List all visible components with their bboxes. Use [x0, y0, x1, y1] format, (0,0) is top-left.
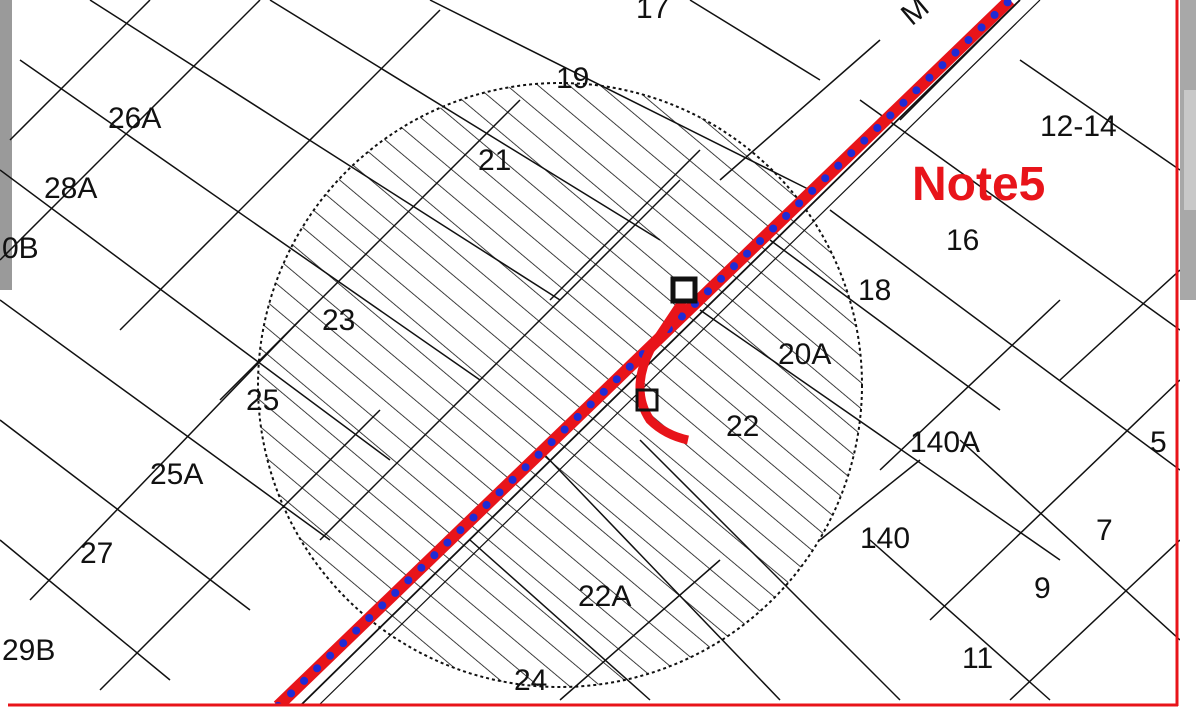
- parcel-label: 22A: [578, 580, 631, 613]
- map-frame: [8, 0, 1179, 707]
- parcel-label: 19: [556, 62, 589, 95]
- parcel-label: 9: [1034, 572, 1051, 605]
- parcel-label: 5: [1150, 426, 1167, 459]
- parcel-boundaries: [0, 0, 1180, 706]
- parcel-label: 7: [1096, 514, 1113, 547]
- highlighted-route: [273, 0, 1015, 706]
- parcel-label: 22: [726, 410, 759, 443]
- parcel-label: 0B: [2, 232, 39, 265]
- parcel-label: 23: [322, 304, 355, 337]
- parcel-label: 29B: [2, 634, 55, 667]
- parcel-label: 20A: [778, 338, 831, 371]
- parcel-label: 16: [946, 224, 979, 257]
- parcel-label: 140A: [910, 426, 980, 459]
- parcel-label: 25: [246, 384, 279, 417]
- parcel-label: 12-14: [1040, 110, 1117, 143]
- marker-square[interactable]: [635, 388, 659, 412]
- parcel-label: 21: [478, 144, 511, 177]
- parcel-label: 26A: [108, 102, 161, 135]
- parcel-label: 27: [80, 537, 113, 570]
- parcel-label: 25A: [150, 458, 203, 491]
- marker-square-filled[interactable]: [670, 276, 698, 304]
- parcel-label: 11: [962, 642, 993, 675]
- parcel-label: 17: [636, 0, 669, 25]
- note-label: Note5: [912, 158, 1045, 211]
- aerial-photo-edge: [0, 0, 1196, 300]
- parcel-labels: 17 19 26A 21 28A 0B 23 25 25A 27 29B 24 …: [2, 0, 1167, 697]
- buffer-circle: [257, 82, 863, 688]
- parcel-label: 18: [858, 274, 891, 307]
- parcel-label: 24: [514, 664, 547, 697]
- parcel-label: 28A: [44, 172, 97, 205]
- street-label: M: [895, 0, 935, 32]
- parcel-label: 140: [860, 522, 910, 555]
